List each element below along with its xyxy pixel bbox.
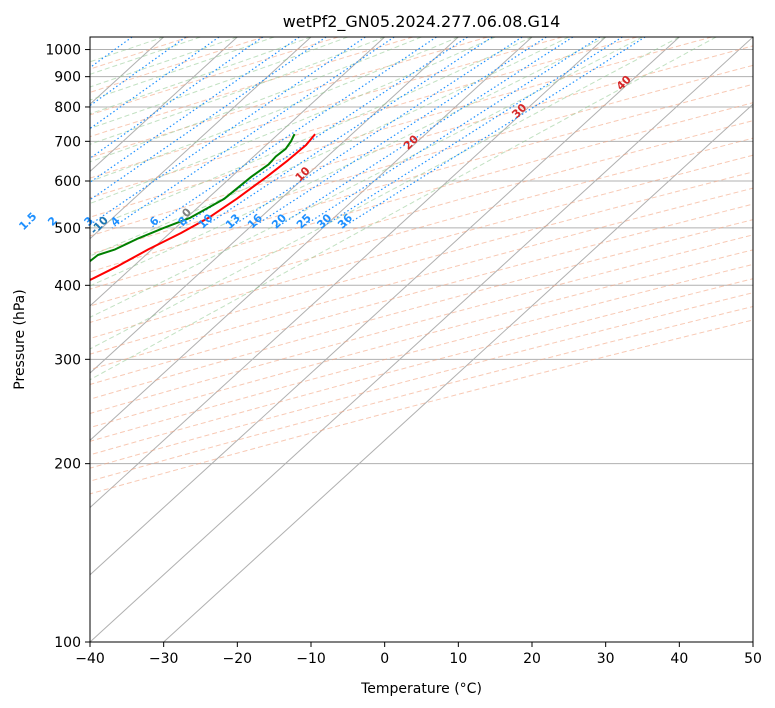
mixing-ratio-line bbox=[150, 37, 437, 229]
isotherm-line bbox=[90, 37, 680, 576]
dry-adiabat-line bbox=[90, 278, 753, 456]
y-axis-ticks: 1000 900 800 700 600 500 400 300 200 100 bbox=[45, 43, 90, 651]
x-tick-label: −40 bbox=[75, 651, 105, 667]
dry-adiabat-line bbox=[90, 171, 753, 355]
mixing-ratio-line bbox=[229, 37, 523, 229]
dry-adiabat-line bbox=[90, 45, 753, 237]
isotherm-line bbox=[90, 37, 459, 374]
dry-adiabat-line bbox=[90, 187, 753, 371]
mixing-ratio-line bbox=[90, 37, 133, 69]
mixing-ratio-line bbox=[341, 37, 646, 229]
x-axis-label: Temperature (°C) bbox=[360, 681, 482, 697]
moist-adiabat-line bbox=[90, 37, 385, 145]
dry-adiabat-line bbox=[90, 37, 712, 218]
dry-adiabat-line bbox=[90, 37, 264, 93]
mixing-ratio-line bbox=[0, 37, 82, 228]
isotherm-line bbox=[163, 103, 753, 642]
moist-adiabat-line bbox=[90, 37, 312, 115]
x-tick-label: −20 bbox=[223, 651, 253, 667]
dry-adiabat-line bbox=[90, 37, 563, 179]
moist-adiabat-label: 40 bbox=[614, 73, 634, 93]
mixing-ratio-line bbox=[275, 37, 574, 229]
mixing-ratio-line bbox=[320, 37, 623, 229]
y-tick-label: 400 bbox=[54, 278, 81, 294]
series-line-0 bbox=[90, 133, 316, 282]
moist-adiabat-line bbox=[90, 37, 643, 318]
moist-adiabat-line bbox=[90, 37, 570, 257]
x-tick-label: 20 bbox=[523, 651, 541, 667]
dry-adiabat-line bbox=[90, 37, 638, 199]
moist-adiabat-line bbox=[90, 37, 348, 129]
series-group bbox=[90, 133, 316, 282]
isotherm-line bbox=[90, 37, 753, 642]
moist-adiabat-line bbox=[90, 37, 238, 88]
y-tick-label: 100 bbox=[54, 635, 81, 651]
y-tick-label: 1000 bbox=[45, 43, 81, 59]
y-tick-label: 600 bbox=[54, 174, 81, 190]
mixing-ratio-line bbox=[90, 37, 327, 201]
dry-adiabat-line bbox=[90, 319, 753, 495]
dry-adiabat-line bbox=[90, 154, 753, 339]
mixing-ratio-line bbox=[251, 37, 547, 229]
x-axis-ticks: −40 −30 −20 −10 0 10 20 30 40 50 bbox=[75, 642, 762, 667]
mixing-ratio-line bbox=[300, 37, 601, 229]
x-tick-label: 40 bbox=[670, 651, 688, 667]
isotherm-line bbox=[90, 37, 607, 509]
y-tick-label: 700 bbox=[54, 134, 81, 150]
dry-adiabat-line bbox=[90, 234, 753, 414]
x-tick-label: 10 bbox=[449, 651, 467, 667]
plot-frame bbox=[89, 36, 754, 643]
y-tick-label: 900 bbox=[54, 70, 81, 86]
y-tick-label: 200 bbox=[54, 457, 81, 473]
moist-adiabat-line bbox=[90, 37, 422, 163]
background-lines bbox=[0, 37, 753, 642]
dry-adiabat-line bbox=[90, 83, 753, 273]
dry-adiabat-line bbox=[90, 263, 753, 442]
series-line-1 bbox=[90, 133, 296, 263]
moist-adiabat-label: 20 bbox=[401, 132, 421, 152]
x-tick-label: 0 bbox=[380, 651, 389, 667]
dry-adiabat-line bbox=[90, 219, 753, 400]
dry-adiabat-line bbox=[90, 37, 189, 70]
dry-adiabat-line bbox=[90, 37, 488, 159]
x-tick-label: −30 bbox=[149, 651, 179, 667]
moist-adiabat-line bbox=[90, 37, 459, 182]
mixing-ratio-line bbox=[201, 37, 493, 229]
chart-title: wetPf2_GN05.2024.277.06.08.G14 bbox=[283, 12, 561, 32]
moist-adiabat-line bbox=[90, 37, 275, 101]
mixing-ratio-line bbox=[90, 37, 366, 226]
dry-adiabat-label: -20 bbox=[0, 246, 1, 269]
dry-adiabat-line bbox=[90, 292, 753, 469]
mixing-ratio-line bbox=[111, 37, 395, 229]
isotherm-line bbox=[90, 37, 533, 442]
dry-adiabat-line bbox=[90, 37, 414, 138]
moist-adiabat-line bbox=[90, 37, 680, 350]
mixing-ratio-label: 1 bbox=[0, 214, 1, 229]
dry-adiabat-line bbox=[90, 120, 753, 307]
isotherm-line bbox=[90, 37, 312, 240]
y-axis-label: Pressure (hPa) bbox=[12, 289, 28, 389]
isotherm-line bbox=[90, 37, 238, 173]
dry-adiabat-line bbox=[90, 64, 753, 255]
dry-adiabat-label: -10 bbox=[88, 214, 111, 237]
x-tick-label: 30 bbox=[597, 651, 615, 667]
dry-adiabat-line bbox=[90, 37, 339, 116]
y-tick-label: 300 bbox=[54, 352, 81, 368]
mixing-ratio-label: 1.5 bbox=[16, 210, 39, 233]
x-tick-label: 50 bbox=[744, 651, 762, 667]
y-tick-label: 800 bbox=[54, 100, 81, 116]
dry-adiabat-line bbox=[90, 249, 753, 429]
mixing-ratio-label: 13 bbox=[223, 211, 243, 231]
mixing-ratio-line bbox=[90, 37, 220, 130]
dry-adiabat-line bbox=[90, 305, 753, 482]
moist-adiabat-line bbox=[90, 37, 201, 75]
moist-adiabat-line bbox=[90, 37, 496, 205]
x-tick-label: −10 bbox=[296, 651, 326, 667]
isotherm-line bbox=[90, 37, 386, 307]
y-tick-label: 500 bbox=[54, 221, 81, 237]
moist-adiabat-line bbox=[90, 37, 717, 381]
moist-adiabat-line bbox=[90, 37, 533, 229]
